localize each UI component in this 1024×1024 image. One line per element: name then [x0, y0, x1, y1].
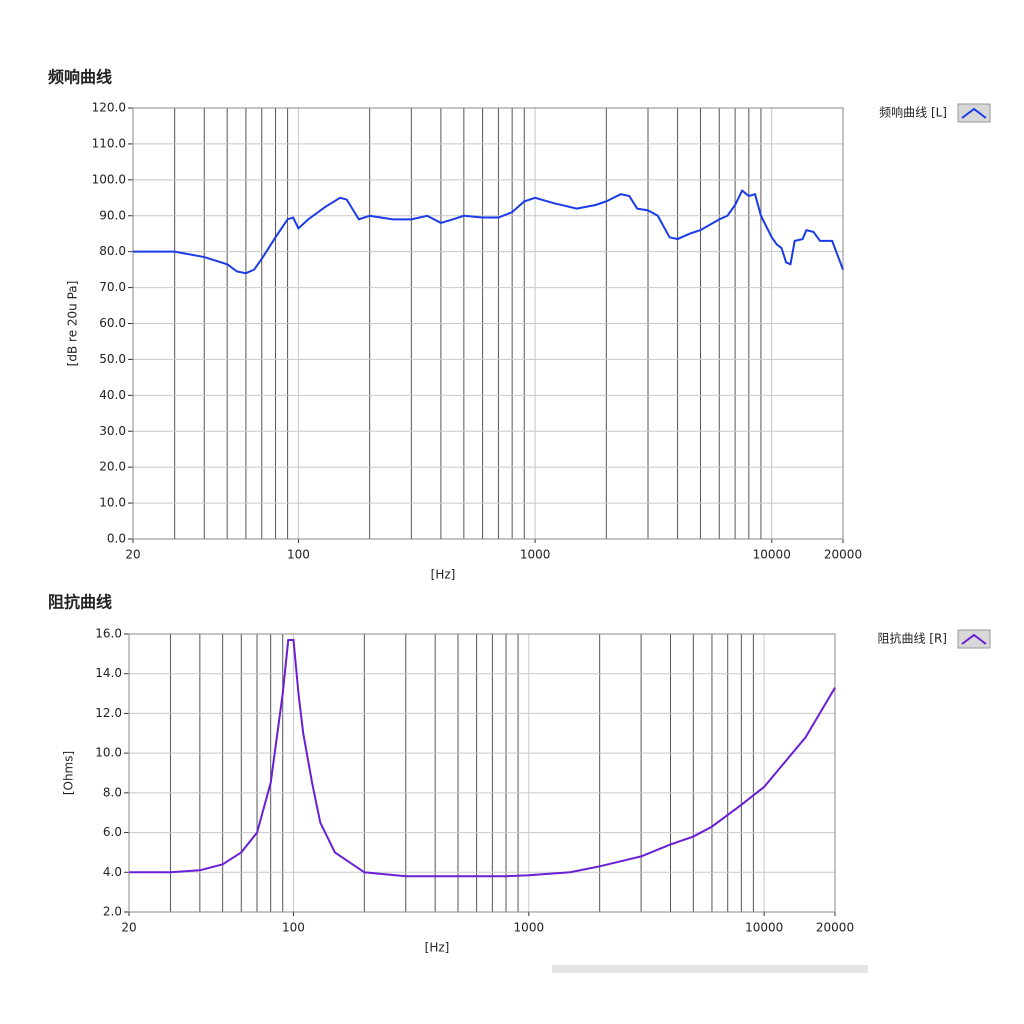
chart-title: 阻抗曲线	[48, 593, 112, 612]
y-tick-label: 14.0	[95, 666, 122, 680]
y-tick-label: 40.0	[99, 388, 126, 402]
y-tick-label: 30.0	[99, 424, 126, 438]
y-tick-label: 80.0	[99, 244, 126, 258]
x-tick-label: 1000	[514, 921, 545, 935]
y-tick-label: 0.0	[107, 532, 126, 546]
y-tick-label: 120.0	[92, 101, 126, 115]
y-tick-label: 16.0	[95, 627, 122, 641]
x-tick-label: 1000	[520, 548, 551, 562]
y-tick-label: 2.0	[103, 905, 122, 919]
x-tick-label: 100	[287, 548, 310, 562]
legend-label: 阻抗曲线 [R]	[877, 631, 947, 646]
x-axis-label: [Hz]	[431, 568, 456, 582]
x-tick-label: 20000	[824, 548, 862, 562]
x-tick-label: 100	[282, 921, 305, 935]
y-tick-label: 50.0	[99, 352, 126, 366]
data-line	[133, 189, 844, 275]
y-tick-label: 10.0	[99, 496, 126, 510]
chart-title: 频响曲线	[48, 68, 112, 87]
x-tick-label: 10000	[753, 548, 791, 562]
plot-frame	[132, 107, 844, 540]
y-tick-label: 8.0	[103, 785, 122, 799]
y-tick-label: 100.0	[92, 172, 126, 186]
y-tick-label: 12.0	[95, 706, 122, 720]
x-tick-label: 20	[125, 548, 140, 562]
data-line	[129, 638, 836, 878]
y-tick-label: 90.0	[99, 208, 126, 222]
x-tick-label: 20000	[816, 921, 854, 935]
y-tick-label: 6.0	[103, 825, 122, 839]
legend-icon	[961, 633, 987, 645]
legend-label: 频响曲线 [L]	[879, 105, 947, 120]
y-axis-label: [dB re 20u Pa]	[66, 281, 80, 367]
legend-icon-box	[957, 103, 991, 123]
y-tick-label: 4.0	[103, 865, 122, 879]
x-tick-label: 10000	[745, 921, 783, 935]
x-axis-label: [Hz]	[425, 941, 450, 955]
y-tick-label: 60.0	[99, 316, 126, 330]
y-tick-label: 10.0	[95, 746, 122, 760]
y-tick-label: 110.0	[92, 136, 126, 150]
y-axis-label: [Ohms]	[62, 751, 76, 795]
y-tick-label: 20.0	[99, 460, 126, 474]
legend-icon-box	[957, 629, 991, 649]
scrollbar	[552, 965, 868, 973]
plot-frame	[128, 633, 836, 913]
legend-icon	[961, 107, 987, 119]
x-tick-label: 20	[121, 921, 136, 935]
y-tick-label: 70.0	[99, 280, 126, 294]
